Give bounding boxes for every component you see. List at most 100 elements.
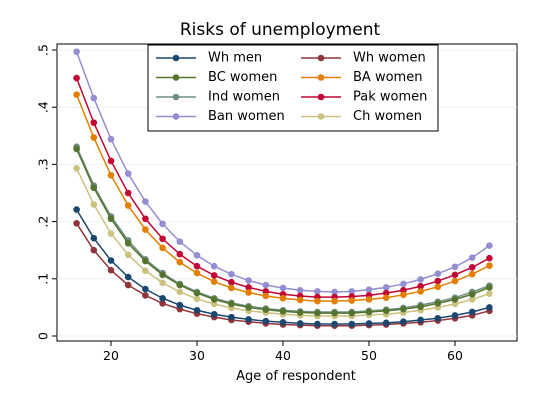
- data-point: [314, 297, 321, 305]
- data-point: [107, 135, 115, 143]
- data-point: [142, 267, 149, 275]
- data-point: [124, 251, 132, 259]
- data-point: [400, 280, 407, 288]
- data-point: [90, 246, 98, 254]
- data-point: [176, 250, 184, 258]
- data-point: [400, 291, 407, 299]
- data-point: [193, 295, 201, 303]
- data-point: [210, 278, 218, 285]
- data-point: [228, 300, 235, 308]
- data-point: [124, 281, 132, 289]
- data-point: [262, 306, 270, 313]
- data-point: [486, 262, 493, 269]
- data-point: [210, 296, 218, 303]
- data-point: [107, 215, 115, 223]
- data-point: [142, 198, 149, 205]
- data-point: [193, 252, 201, 259]
- data-point: [159, 279, 166, 287]
- y-tick-label: .1: [36, 273, 51, 285]
- data-point: [468, 270, 476, 278]
- data-point: [245, 304, 252, 311]
- x-tick-label: 60: [447, 348, 463, 363]
- data-point: [296, 286, 304, 294]
- data-point: [142, 292, 149, 299]
- data-point: [245, 289, 252, 296]
- data-point: [486, 290, 493, 297]
- data-point: [417, 276, 424, 283]
- data-point: [107, 230, 115, 237]
- data-point: [159, 244, 166, 252]
- data-point: [124, 189, 132, 197]
- data-point: [73, 220, 80, 227]
- data-point: [124, 240, 132, 247]
- data-point: [468, 308, 476, 316]
- data-point: [468, 296, 476, 303]
- data-point: [331, 297, 338, 305]
- data-point: [159, 235, 166, 243]
- data-point: [348, 320, 356, 328]
- legend-marker: [317, 93, 325, 101]
- data-point: [486, 284, 493, 291]
- legend-label: BA women: [353, 70, 422, 85]
- data-point: [417, 282, 424, 290]
- data-point: [262, 288, 270, 295]
- data-point: [210, 262, 218, 270]
- data-point: [124, 273, 132, 281]
- data-point: [279, 308, 287, 315]
- data-point: [296, 320, 304, 327]
- data-point: [90, 119, 98, 126]
- data-point: [90, 134, 98, 141]
- data-point: [90, 201, 98, 208]
- legend-label: Ban women: [208, 109, 285, 124]
- data-point: [331, 320, 338, 328]
- chart-title: Risks of unemployment: [180, 20, 381, 40]
- data-point: [279, 294, 287, 302]
- data-point: [176, 258, 184, 266]
- y-tick-label: .4: [36, 101, 51, 113]
- data-point: [142, 226, 149, 233]
- data-point: [193, 289, 201, 297]
- data-point: [382, 294, 390, 301]
- legend-marker: [317, 54, 325, 62]
- data-point: [124, 170, 132, 177]
- data-point: [348, 297, 356, 304]
- data-point: [142, 215, 149, 223]
- data-point: [434, 277, 442, 285]
- data-point: [73, 165, 80, 172]
- data-point: [451, 277, 459, 285]
- data-point: [107, 157, 115, 165]
- data-point: [73, 145, 80, 153]
- data-point: [434, 300, 442, 307]
- data-point: [296, 309, 304, 316]
- y-tick-label: .3: [36, 158, 51, 170]
- legend-marker: [172, 74, 180, 81]
- legend-label: Pak women: [353, 90, 427, 105]
- x-tick-label: 30: [189, 348, 205, 363]
- data-point: [451, 296, 459, 303]
- data-point: [451, 263, 459, 271]
- data-point: [382, 289, 390, 297]
- data-point: [382, 307, 390, 315]
- legend-label: Ch women: [353, 109, 422, 124]
- x-tick-label: 40: [275, 348, 291, 363]
- data-point: [279, 318, 287, 326]
- data-point: [348, 288, 356, 295]
- data-point: [382, 319, 390, 327]
- data-point: [210, 272, 218, 279]
- y-tick-label: .2: [36, 216, 51, 228]
- data-point: [262, 317, 270, 325]
- data-point: [159, 300, 166, 307]
- data-point: [262, 281, 270, 289]
- axes: 0 .1 .2 .3 .4 .5 20 30 40 50 60: [36, 44, 463, 363]
- data-point: [124, 202, 132, 209]
- data-point: [210, 310, 218, 318]
- legend-label: Ind women: [208, 90, 280, 105]
- data-point: [90, 234, 98, 242]
- data-point: [176, 301, 184, 309]
- data-point: [245, 316, 252, 323]
- legend-marker: [317, 74, 325, 81]
- data-point: [314, 320, 321, 328]
- data-point: [107, 171, 115, 179]
- legend: Wh men Wh women BC women BA women Ind women P…: [147, 44, 439, 132]
